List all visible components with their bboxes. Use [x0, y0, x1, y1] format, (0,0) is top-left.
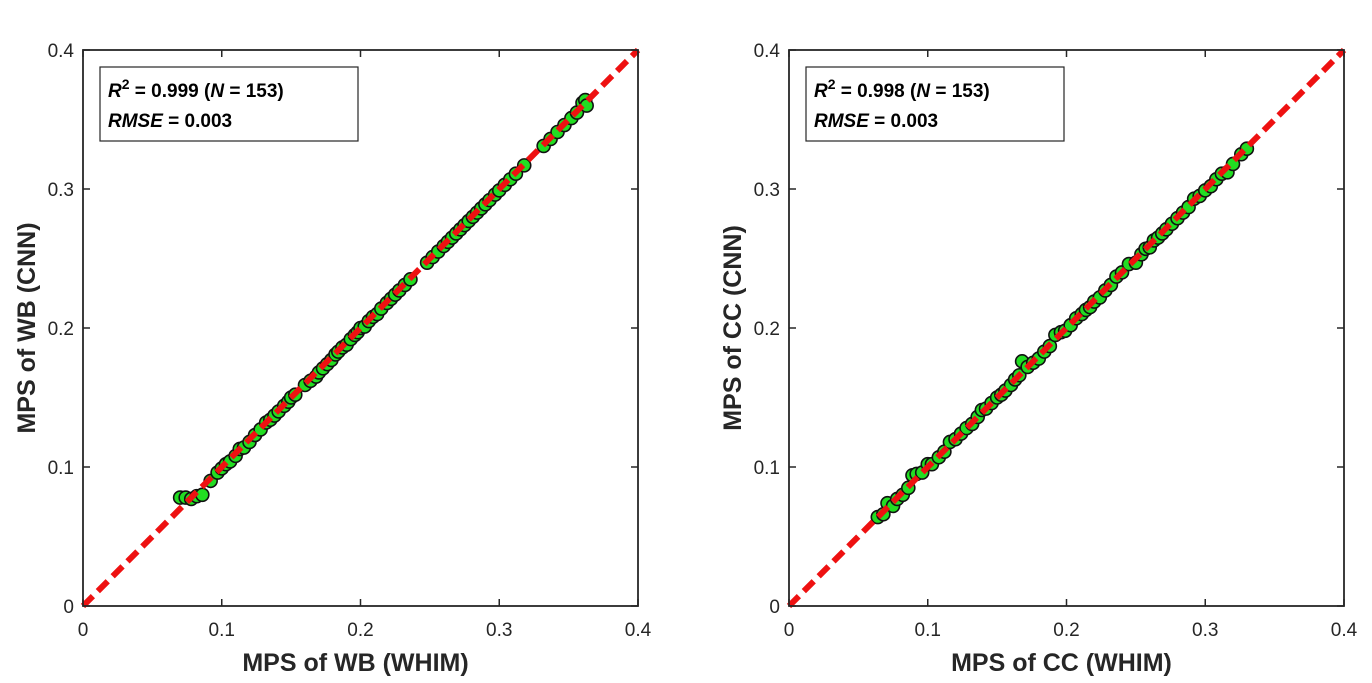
- n-value: = 153): [930, 81, 990, 102]
- rmse-label: RMSE: [814, 111, 870, 132]
- y-tick-label: 0: [63, 597, 74, 618]
- x-tick-label: 0.2: [1053, 620, 1079, 641]
- y-axis-label: MPS of WB (CNN): [13, 222, 41, 433]
- rmse-value: = 0.003: [869, 111, 938, 132]
- stats-annotation: R2 = 0.998 (N = 153) RMSE = 0.003: [805, 66, 1065, 142]
- rmse-line: RMSE = 0.003: [814, 111, 938, 132]
- y-axis-label: MPS of CC (CNN): [719, 225, 747, 431]
- annotation-box: [805, 66, 1065, 142]
- y-tick-label: 0.1: [754, 458, 780, 479]
- y-tick-label: 0.2: [754, 319, 780, 340]
- rmse-label: RMSE: [108, 111, 164, 132]
- fit-line: [80, 47, 641, 609]
- y-tick-label: 0.4: [754, 41, 781, 62]
- r2-superscript: 2: [122, 76, 130, 92]
- y-tick-label: 0.3: [754, 180, 780, 201]
- axes-box: [82, 49, 639, 607]
- chart-cc: 00 0.1 0.1 0.2 0.2 0.3 0.3 0.4 0.4 MPS of CC (WHI…: [719, 41, 1358, 677]
- y-tick-label: 0.1: [48, 458, 74, 479]
- x-tick-label: 0.3: [486, 620, 512, 641]
- r2-label: R: [108, 81, 122, 102]
- x-tick-label: 0: [78, 620, 89, 641]
- r2-superscript: 2: [828, 76, 836, 92]
- x-tick-label: 0.4: [1331, 620, 1358, 641]
- x-tick-label: 0.3: [1192, 620, 1218, 641]
- y-tick-label: 0.2: [48, 319, 74, 340]
- n-value: = 153): [224, 81, 284, 102]
- x-tick-label: 0.1: [915, 620, 941, 641]
- x-tick-label: 0.2: [347, 620, 373, 641]
- x-axis-label: MPS of CC (WHIM): [951, 649, 1172, 677]
- x-tick-label: 0.4: [625, 620, 652, 641]
- r2-line: R2 = 0.998 (N = 153): [814, 76, 990, 102]
- fit-line: [786, 47, 1347, 609]
- chart-wb: 00 0.1 0.1 0.2 0.2 0.3 0.3 0.4 0.4 MPS of WB (WHI…: [13, 41, 652, 677]
- axes-box: [788, 49, 1345, 607]
- y-tick-label: 0: [769, 597, 780, 618]
- x-tick-label: 0: [784, 620, 795, 641]
- x-tick-label: 0.1: [209, 620, 235, 641]
- r2-value: = 0.999 (: [130, 81, 211, 102]
- r2-line: R2 = 0.999 (N = 153): [108, 76, 284, 102]
- r2-label: R: [814, 81, 828, 102]
- y-tick-label: 0.4: [48, 41, 75, 62]
- stats-annotation: R2 = 0.999 (N = 153) RMSE = 0.003: [99, 66, 359, 142]
- r2-value: = 0.998 (: [836, 81, 917, 102]
- n-label: N: [916, 81, 931, 102]
- x-axis-label: MPS of WB (WHIM): [242, 649, 468, 677]
- chart-panel-cc: 0 0 0.1 0.1 0.2 0.2 0.3 0.3 0.4 0.4 MPS of CC (WHI…: [706, 0, 1372, 683]
- rmse-line: RMSE = 0.003: [108, 111, 232, 132]
- y-tick-label: 0.3: [48, 180, 74, 201]
- annotation-box: [99, 66, 359, 142]
- chart-panel-wb: 0 0 0.1 0.1 0.2 0.2 0.3 0.3 0.4 0.4 MPS of WB (WHI…: [13, 41, 652, 677]
- rmse-value: = 0.003: [163, 111, 232, 132]
- n-label: N: [210, 81, 225, 102]
